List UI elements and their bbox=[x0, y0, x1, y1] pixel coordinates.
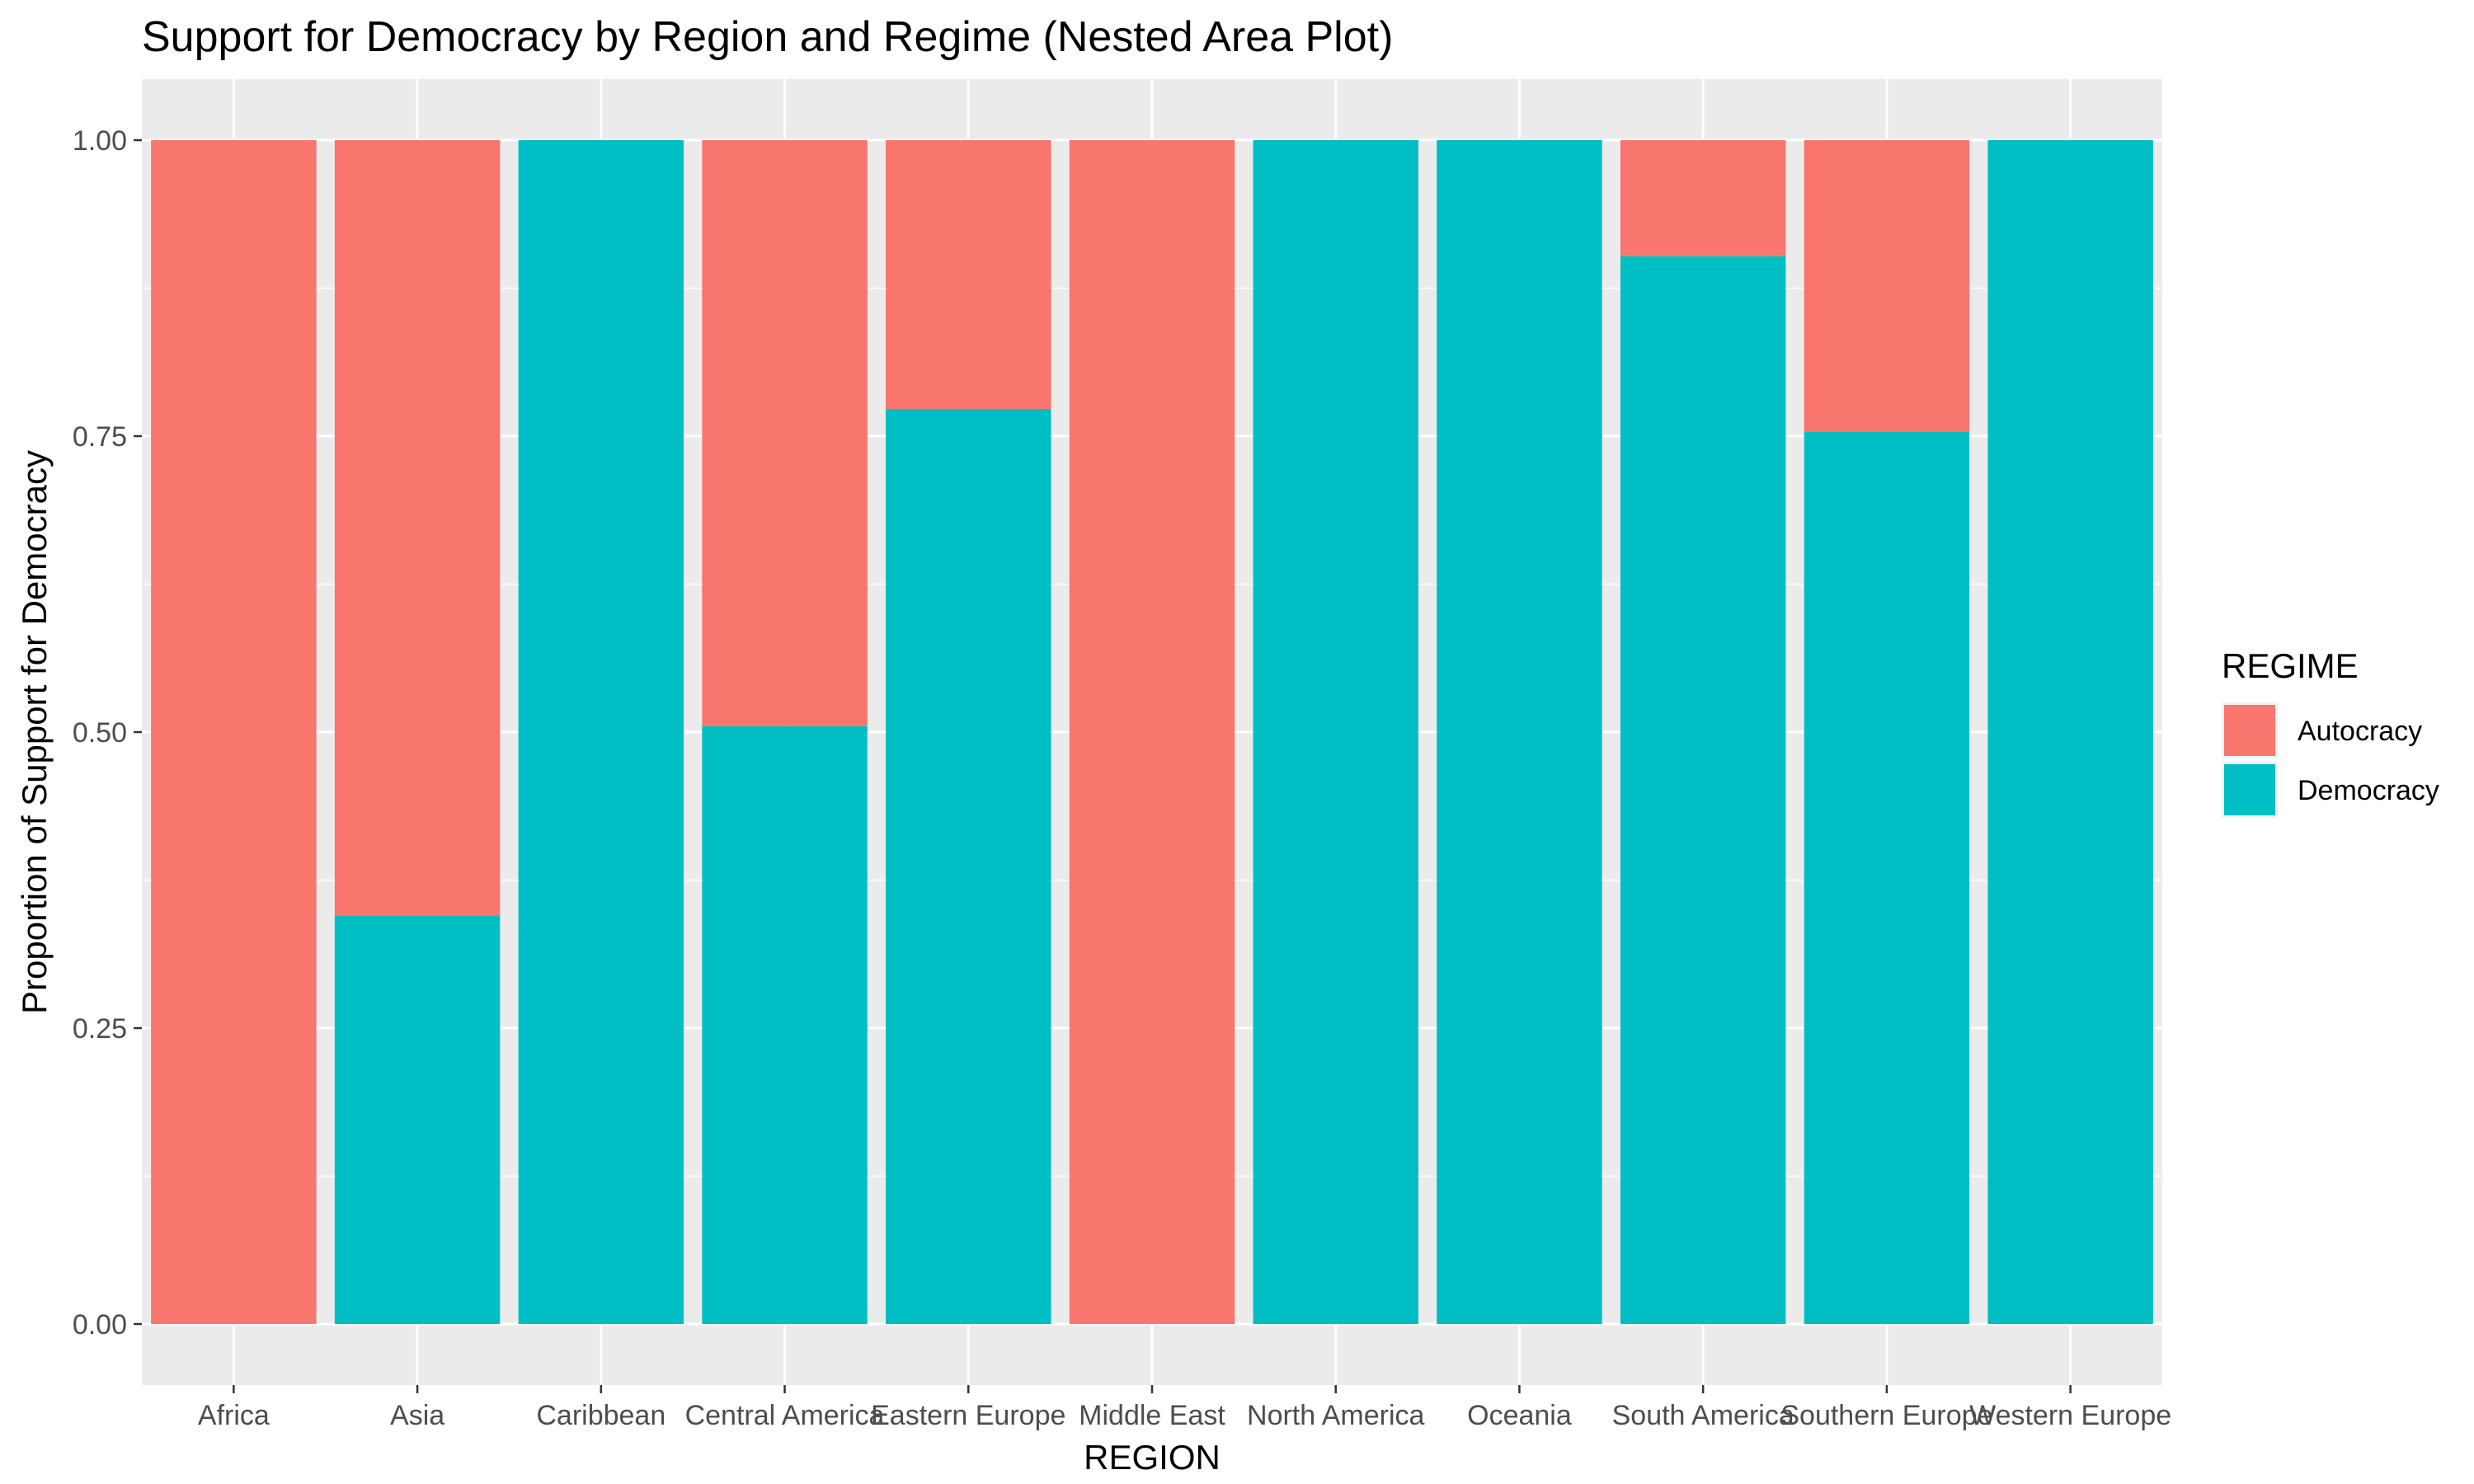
y-tick-label: 1.00 bbox=[73, 125, 127, 157]
y-tick-label: 0.00 bbox=[73, 1309, 127, 1341]
x-tick-label: South America bbox=[1612, 1400, 1794, 1431]
bar-autocracy-eastern-europe bbox=[886, 140, 1051, 409]
legend-label-democracy: Democracy bbox=[2298, 775, 2439, 806]
legend-title: REGIME bbox=[2222, 646, 2359, 685]
bar-autocracy-africa bbox=[151, 140, 317, 1324]
x-tick-label: Caribbean bbox=[536, 1400, 666, 1431]
bars bbox=[151, 140, 2153, 1325]
x-tick-label: Africa bbox=[198, 1400, 270, 1431]
y-axis: 0.00 0.25 0.50 0.75 1.00 bbox=[73, 125, 142, 1341]
bar-democracy-southern-europe bbox=[1804, 431, 1970, 1324]
bar-democracy-central-america bbox=[702, 726, 868, 1324]
bar-autocracy-southern-europe bbox=[1804, 140, 1970, 432]
legend: REGIME Autocracy Democracy bbox=[2222, 646, 2439, 818]
x-tick-label: Western Europe bbox=[1969, 1400, 2171, 1431]
y-tick-label: 0.75 bbox=[73, 421, 127, 453]
legend-label-autocracy: Autocracy bbox=[2298, 716, 2422, 747]
bar-democracy-asia bbox=[334, 915, 501, 1324]
y-axis-title: Proportion of Support for Democracy bbox=[15, 450, 54, 1014]
legend-swatch-democracy bbox=[2224, 764, 2275, 815]
x-tick-label: North America bbox=[1247, 1400, 1424, 1431]
bar-autocracy-middle-east bbox=[1069, 140, 1235, 1324]
x-tick-label: Eastern Europe bbox=[871, 1400, 1065, 1431]
x-axis-title: REGION bbox=[1084, 1438, 1221, 1477]
x-tick-label: Asia bbox=[390, 1400, 444, 1431]
x-tick-label: Southern Europe bbox=[1780, 1400, 1992, 1431]
bar-autocracy-central-america bbox=[702, 140, 868, 726]
bar-democracy-north-america bbox=[1253, 140, 1418, 1324]
y-tick-label: 0.25 bbox=[73, 1013, 127, 1045]
x-tick-label: Oceania bbox=[1467, 1400, 1572, 1431]
y-tick-label: 0.50 bbox=[73, 717, 127, 749]
bar-democracy-caribbean bbox=[518, 140, 684, 1324]
legend-swatch-autocracy bbox=[2224, 705, 2275, 756]
chart-title: Support for Democracy by Region and Regi… bbox=[142, 13, 1393, 61]
x-axis: Africa Asia Caribbean Central AmericaEaster… bbox=[198, 1385, 2171, 1431]
bar-autocracy-south-america bbox=[1620, 140, 1786, 256]
bar-democracy-western-europe bbox=[1987, 140, 2153, 1324]
bar-autocracy-asia bbox=[334, 140, 501, 916]
bar-democracy-south-america bbox=[1620, 256, 1786, 1324]
x-tick-label: Central America bbox=[685, 1400, 885, 1431]
bar-democracy-eastern-europe bbox=[886, 408, 1051, 1325]
bar-democracy-oceania bbox=[1437, 140, 1602, 1324]
x-tick-label: Middle East bbox=[1079, 1400, 1225, 1431]
